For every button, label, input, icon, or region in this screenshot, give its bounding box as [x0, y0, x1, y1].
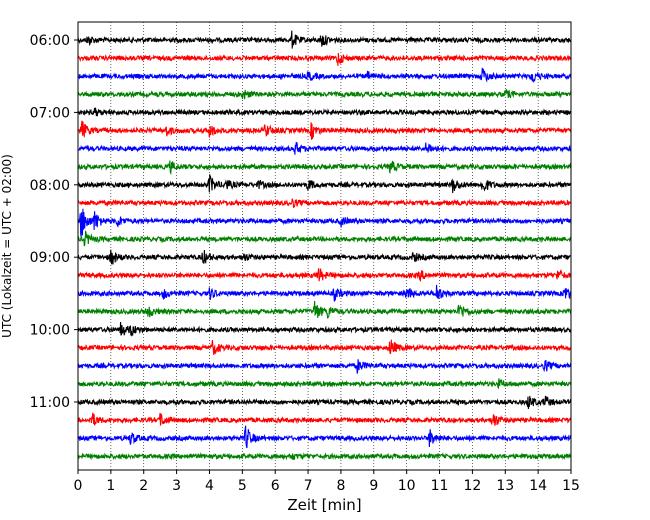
- trace-0615: [77, 53, 572, 66]
- trace-1015: [77, 339, 572, 355]
- y-tick-label-5: 11:00: [30, 395, 70, 411]
- y-tick-label-3: 09:00: [30, 250, 70, 266]
- x-tick-label-1: 1: [106, 478, 115, 494]
- trace-0800: [77, 174, 572, 194]
- x-tick-label-7: 7: [304, 478, 313, 494]
- x-axis-ticks: 0 1 2 3 4 5 6 7 8 9 10 11 12 13 14 15: [74, 470, 580, 494]
- x-axis-label: Zeit [min]: [287, 496, 361, 514]
- y-tick-label-1: 07:00: [30, 105, 70, 121]
- trace-0930: [77, 284, 572, 302]
- trace-0600: [77, 30, 572, 49]
- trace-0700: [77, 107, 572, 117]
- seismic-traces: [77, 30, 572, 461]
- x-tick-label-6: 6: [271, 478, 280, 494]
- x-tick-label-13: 13: [496, 478, 514, 494]
- trace-0745: [77, 160, 572, 176]
- trace-0715: [77, 120, 572, 140]
- trace-0945: [77, 300, 572, 319]
- x-tick-label-10: 10: [398, 478, 416, 494]
- y-axis-label: UTC (Lokalzeit = UTC + 02:00): [0, 154, 14, 338]
- x-tick-label-14: 14: [529, 478, 547, 494]
- y-tick-label-2: 08:00: [30, 178, 70, 194]
- x-tick-label-0: 0: [74, 478, 83, 494]
- trace-0845: [77, 229, 572, 247]
- trace-1100: [77, 395, 572, 409]
- y-tick-label-4: 10:00: [30, 323, 70, 339]
- x-tick-label-4: 4: [205, 478, 214, 494]
- trace-0915: [77, 268, 572, 282]
- trace-1130: [77, 425, 572, 449]
- y-tick-label-0: 06:00: [30, 33, 70, 49]
- y-axis-ticks: 06:00 07:00 08:00 09:00 10:00 11:00: [30, 33, 78, 411]
- trace-0900: [77, 249, 572, 265]
- trace-1145: [77, 452, 572, 461]
- trace-0645: [77, 89, 572, 100]
- x-tick-label-8: 8: [336, 478, 345, 494]
- trace-0815: [77, 198, 572, 208]
- trace-0730: [77, 141, 572, 155]
- plot-frame: [77, 21, 572, 471]
- trace-0630: [77, 67, 572, 84]
- trace-0830: [77, 208, 572, 238]
- x-tick-label-9: 9: [369, 478, 378, 494]
- x-tick-label-12: 12: [463, 478, 481, 494]
- x-tick-label-2: 2: [139, 478, 148, 494]
- trace-1000: [77, 321, 572, 337]
- trace-1030: [77, 359, 572, 374]
- plot-background: [78, 22, 571, 470]
- x-tick-label-3: 3: [172, 478, 181, 494]
- trace-1115: [77, 412, 572, 426]
- trace-1045: [77, 378, 572, 390]
- x-tick-label-5: 5: [238, 478, 247, 494]
- x-tick-label-11: 11: [431, 478, 449, 494]
- x-tick-label-15: 15: [562, 478, 580, 494]
